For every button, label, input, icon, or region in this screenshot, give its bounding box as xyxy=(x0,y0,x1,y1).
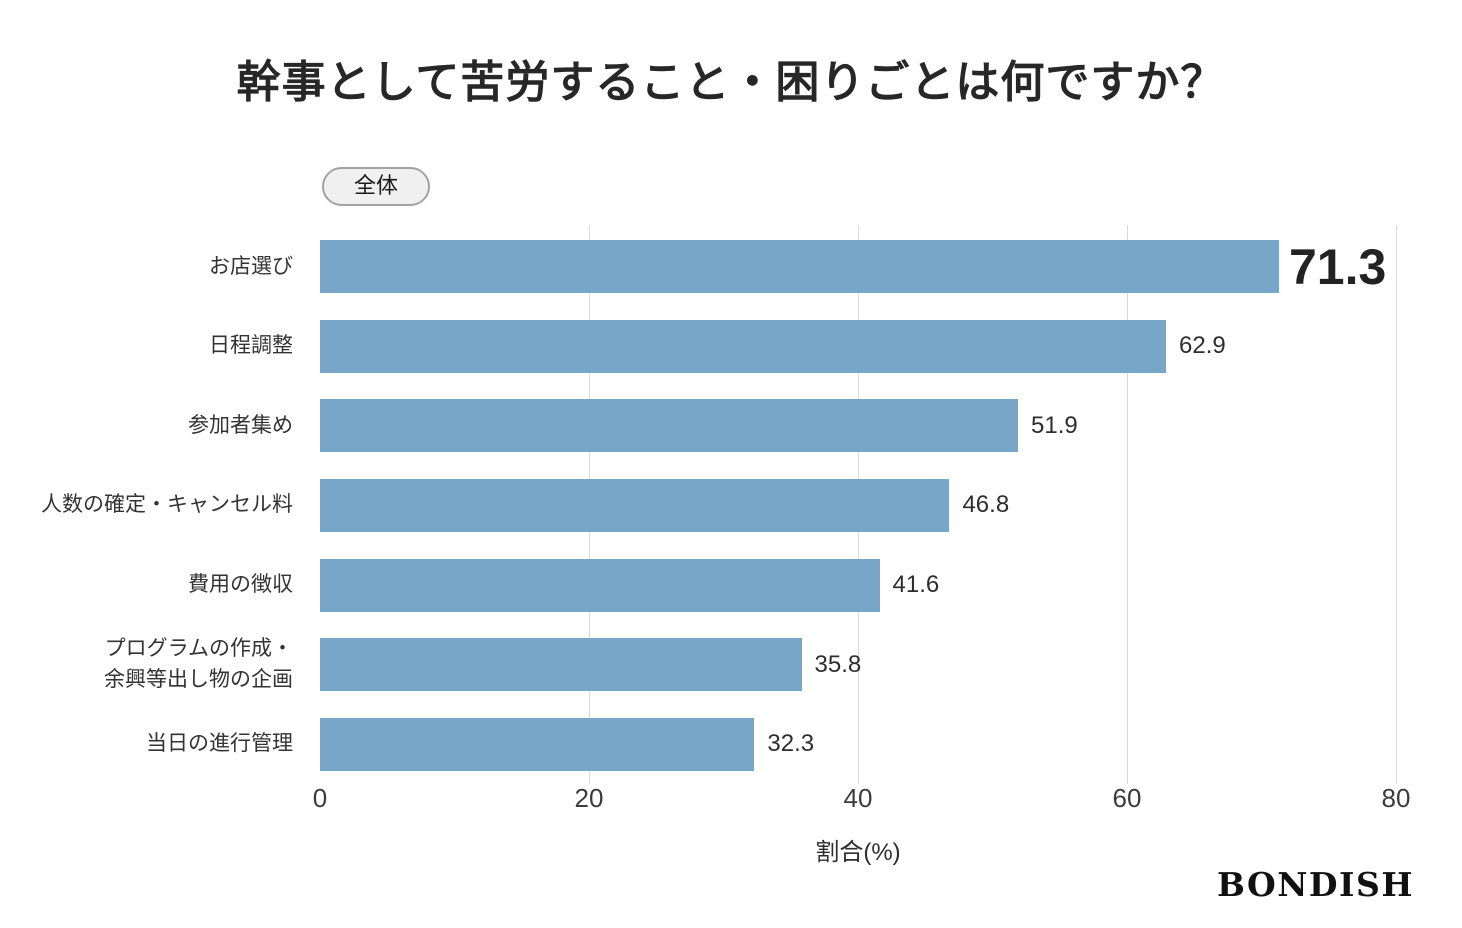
bar xyxy=(320,638,802,692)
category-label: お店選び xyxy=(209,254,293,278)
value-label: 62.9 xyxy=(1179,332,1226,360)
x-axis-label: 割合(%) xyxy=(815,839,901,866)
chart-rows: お店選び 71.3 日程調整 62.9 参加者集め 51.9 人数の確定・キャンセル料 46.… xyxy=(41,227,1396,784)
value-label: 51.9 xyxy=(1031,411,1078,439)
bar-chart: お店選び 71.3 日程調整 62.9 参加者集め 51.9 人数の確定・キャンセル料 46.… xyxy=(41,225,1397,784)
gridline-80 xyxy=(1396,225,1397,784)
chart-row: 費用の徴収 41.6 xyxy=(188,545,1396,625)
category-label: 日程調整 xyxy=(209,334,293,358)
value-label: 32.3 xyxy=(767,730,815,758)
category-label: 当日の進行管理 xyxy=(146,731,293,755)
chart-row: 参加者集め 51.9 xyxy=(188,386,1396,466)
x-tick-40: 40 xyxy=(843,783,873,813)
category-label: 人数の確定・キャンセル料 xyxy=(41,493,293,517)
category-label: 参加者集め xyxy=(188,413,293,437)
x-tick-60: 60 xyxy=(1112,783,1142,813)
bar xyxy=(320,478,950,532)
x-tick-20: 20 xyxy=(574,783,604,813)
chart-row: 当日の進行管理 32.3 xyxy=(146,704,1396,784)
bar xyxy=(320,558,880,612)
x-axis-ticks: 0 20 40 60 80 xyxy=(313,783,1411,817)
value-label: 71.3 xyxy=(1288,238,1387,295)
value-label: 35.8 xyxy=(814,650,862,678)
x-tick-0: 0 xyxy=(312,783,328,813)
filter-badge[interactable]: 全体 xyxy=(322,167,431,206)
filter-badge-label: 全体 xyxy=(354,173,399,198)
value-label: 41.6 xyxy=(892,571,940,599)
x-tick-80: 80 xyxy=(1381,783,1411,813)
bar xyxy=(320,399,1019,453)
bar xyxy=(320,240,1279,294)
chart-row: プログラムの作成・ 余興等出し物の企画 35.8 xyxy=(104,625,1396,705)
chart-title: 幹事として苦労すること・困りごとは何ですか？ xyxy=(236,58,1226,107)
brand-logo: BONDISH xyxy=(1217,865,1414,904)
value-label: 46.8 xyxy=(962,491,1010,519)
bar xyxy=(320,319,1166,373)
category-label: プログラムの作成・ 余興等出し物の企画 xyxy=(104,637,293,691)
chart-row: お店選び 71.3 xyxy=(209,227,1396,307)
bar xyxy=(320,717,755,771)
chart-row: 人数の確定・キャンセル料 46.8 xyxy=(41,466,1396,546)
chart-row: 日程調整 62.9 xyxy=(209,307,1396,387)
category-label: 費用の徴収 xyxy=(188,572,293,596)
gridline-60 xyxy=(1127,225,1128,784)
